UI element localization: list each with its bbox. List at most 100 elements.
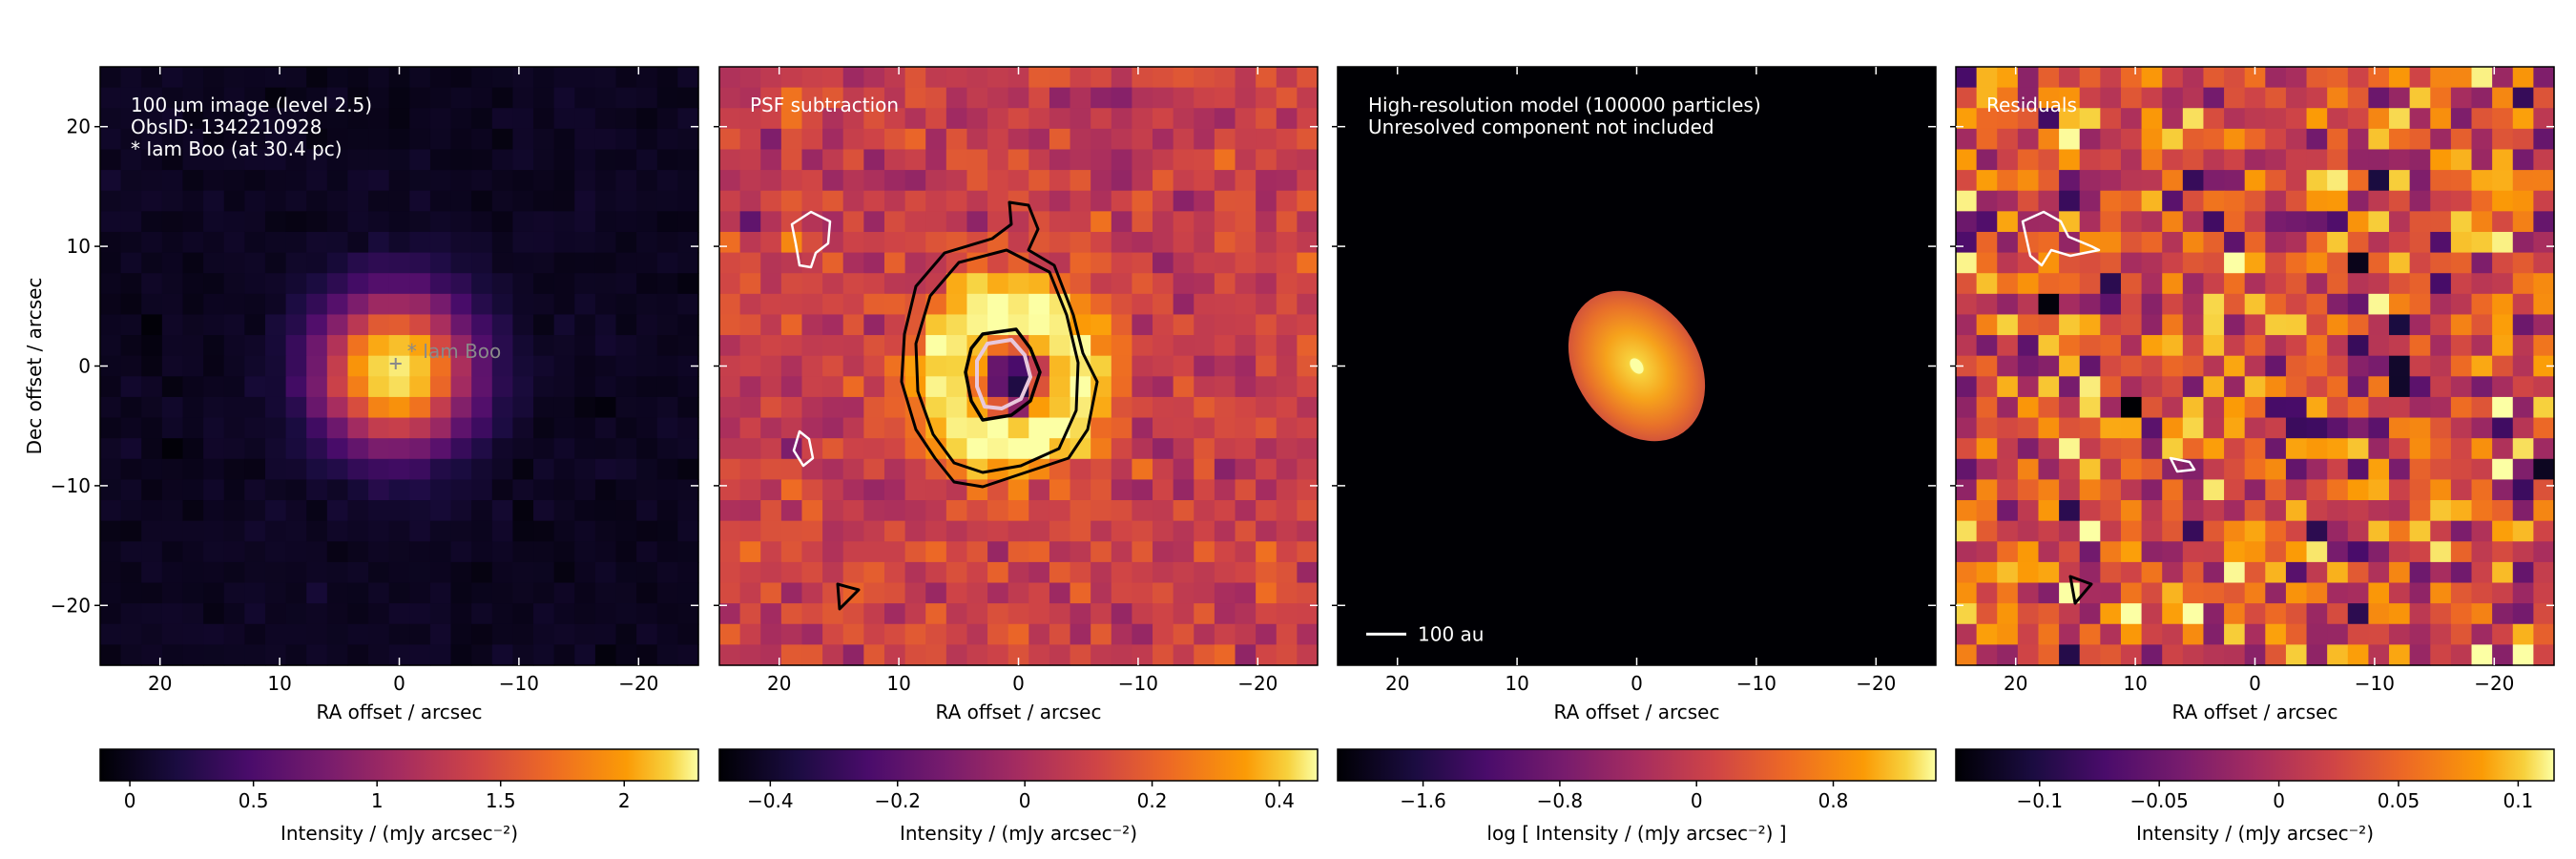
heatmap-pixel [719,582,741,604]
heatmap-pixel [553,396,575,419]
heatmap-pixel [636,314,658,336]
heatmap-pixel [2471,582,2493,604]
heatmap-pixel [1256,273,1278,295]
heatmap-pixel [2492,252,2514,274]
heatmap-pixel [2182,541,2205,563]
heatmap-pixel [863,273,885,295]
heatmap-pixel [264,623,287,645]
heatmap-pixel [966,561,988,584]
heatmap-pixel [1976,396,1998,419]
heatmap-pixel [450,170,472,192]
heatmap-pixel [925,417,947,439]
heatmap-pixel [1214,644,1236,666]
heatmap-pixel [925,293,947,316]
heatmap-pixel [2120,67,2143,89]
heatmap-pixel [2162,252,2184,274]
heatmap-pixel [801,355,823,377]
heatmap-pixel [2224,644,2246,666]
heatmap-pixel [1091,644,1112,666]
heatmap-pixel [1194,376,1215,398]
heatmap-pixel [1153,149,1174,171]
heatmap-pixel [1256,190,1278,212]
heatmap-pixel [925,67,947,89]
heatmap-pixel [904,582,926,604]
heatmap-pixel [883,561,906,584]
heatmap-pixel [863,376,885,398]
heatmap-pixel [1976,603,1998,625]
heatmap-pixel [2120,128,2143,151]
heatmap-pixel [2244,211,2266,233]
heatmap-pixel [739,355,761,377]
heatmap-pixel [719,396,741,419]
heatmap-pixel [2450,170,2473,192]
heatmap-pixel [2079,582,2101,604]
heatmap-pixel [368,458,390,481]
heatmap-pixel [161,541,184,563]
heatmap-pixel [925,644,947,666]
heatmap-pixel [388,273,410,295]
heatmap-pixel [429,273,452,295]
heatmap-pixel [2203,438,2225,460]
heatmap-pixel [801,561,823,584]
contour-lines [2021,210,2196,605]
heatmap-pixel [780,644,803,666]
heatmap-pixel [203,376,225,398]
heatmap-pixel [450,479,472,501]
heatmap-pixel [2512,87,2534,109]
heatmap-pixel [1976,438,1998,460]
heatmap-pixel [347,273,369,295]
heatmap-pixel [2327,541,2349,563]
heatmap-pixel [533,231,555,254]
x-axis-label: RA offset / arcsec [317,701,483,723]
heatmap-pixel [409,561,431,584]
heatmap-pixel [1235,87,1257,109]
heatmap-pixel [594,541,617,563]
heatmap-pixel [2120,273,2143,295]
heatmap-pixel [1214,396,1236,419]
heatmap-pixel [471,231,493,254]
heatmap-pixel [2492,603,2514,625]
heatmap-pixel [2162,644,2184,666]
heatmap-pixel [223,355,245,377]
heatmap-pixel [656,252,678,274]
heatmap-pixel [161,211,184,233]
heatmap-pixel [2327,644,2349,666]
heatmap-pixel [2244,520,2266,542]
heatmap-pixel [2017,128,2040,151]
heatmap-pixel [2244,314,2266,336]
heatmap-pixel [863,644,885,666]
heatmap-pixel [2533,458,2555,481]
heatmap-pixel [429,108,452,130]
heatmap-pixel [429,520,452,542]
heatmap-pixel [2409,561,2431,584]
heatmap-pixel [368,149,390,171]
heatmap-pixel [719,314,741,336]
heatmap-pixel [2450,644,2473,666]
heatmap-pixel [966,67,988,89]
heatmap-pixel [264,582,287,604]
heatmap-pixel [2162,87,2184,109]
heatmap-pixel [945,170,968,192]
heatmap-pixel [512,335,534,357]
heatmap-pixel [904,231,926,254]
heatmap-pixel [2285,67,2308,89]
heatmap-pixel [512,67,534,89]
heatmap-pixel [1049,623,1071,645]
panel-annotation: * Iam Boo (at 30.4 pc) [131,137,343,160]
heatmap-pixel [1173,396,1195,419]
heatmap-pixel [2162,479,2184,501]
heatmap-pixel [2203,190,2225,212]
heatmap-pixel [2450,438,2473,460]
heatmap-pixel [574,479,596,501]
heatmap-pixel [677,396,699,419]
heatmap-pixel [2285,644,2308,666]
heatmap-pixel [636,273,658,295]
colorbar-label: Intensity / (mJy arcsec⁻²) [280,822,518,845]
heatmap-pixel [203,231,225,254]
heatmap-pixel [1132,561,1153,584]
heatmap-pixel [244,603,266,625]
heatmap-pixel [2409,87,2431,109]
heatmap-pixel [2347,190,2370,212]
heatmap-pixel [2533,231,2555,254]
heatmap-pixel [2059,541,2081,563]
